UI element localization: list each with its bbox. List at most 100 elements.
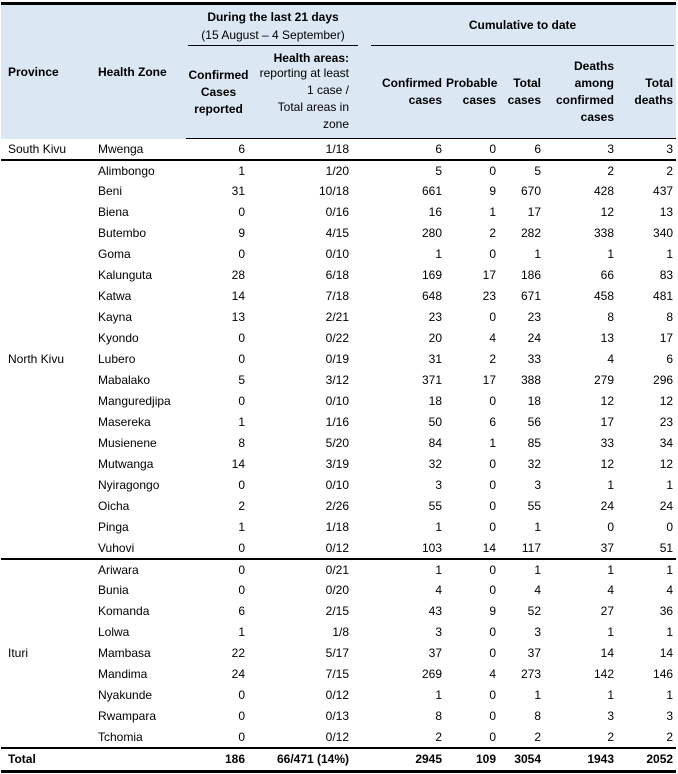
confirmed-reported-cell: 0 (186, 557, 251, 580)
confirmed-cases-cell: 648 (421, 289, 443, 303)
health-areas-cell: 1/18 (325, 141, 350, 156)
probable-cases-cell: 9 (489, 184, 497, 198)
confirmed-reported-cell: 0 (238, 394, 245, 408)
health-areas-cell: 1/20 (251, 158, 362, 181)
confirmed-reported-cell: 0 (238, 478, 245, 492)
table-row: Kayna 13 2/21 23 0 23 8 8 (1, 307, 676, 328)
confirmed-reported-cell: 0 (238, 540, 245, 555)
probable-cases-cell: 0 (489, 583, 497, 597)
total-deaths-cell: 437 (653, 184, 674, 198)
confirmed-reported-cell: 31 (231, 184, 245, 198)
probable-cases-cell: 17 (482, 373, 497, 387)
header-group-row: Province Health Zone During the last 21 … (1, 3, 677, 139)
total-deaths-cell: 8 (666, 310, 674, 324)
table-row: Rwampara 0 0/13 8 0 8 3 3 (1, 706, 676, 727)
health-areas-cell: 6/18 (325, 268, 350, 282)
confirmed-reported-cell: 14 (231, 289, 245, 303)
table-row: Mutwanga 14 3/19 32 0 32 12 12 (1, 454, 676, 475)
total-deaths-cell: 34 (659, 436, 674, 450)
total-confirmed-cell: 2945 (361, 746, 447, 772)
total-deaths-cell: 1 (618, 557, 677, 580)
confirmed-cases-cell: 23 (428, 310, 443, 324)
total-deaths-cell: 146 (653, 667, 674, 681)
health-areas-cell: 0/10 (325, 394, 350, 408)
deaths-confirmed-cell: 12 (600, 457, 615, 471)
confirmed-reported-cell: 1 (238, 520, 245, 534)
health-zone-cell: Manguredjipa (98, 394, 171, 408)
total-cases-cell: 4 (534, 583, 542, 597)
confirmed-reported-cell: 9 (238, 226, 245, 240)
confirmed-reported-cell: 8 (238, 436, 245, 450)
probable-cases-cell: 0 (489, 141, 497, 156)
health-zone-cell: Alimbongo (96, 158, 186, 181)
total-deaths-cell: 13 (659, 205, 674, 219)
table-row: Musienene 8 5/20 84 1 85 33 34 (1, 433, 676, 454)
probable-cases-cell: 1 (489, 436, 497, 450)
health-zone-cell: Biena (98, 205, 129, 219)
province-cell: South Kivu (8, 141, 67, 156)
confirmed-cases-cell: 84 (428, 436, 443, 450)
total-cases-cell: 23 (527, 310, 542, 324)
total-deaths-cell: 6 (666, 352, 674, 366)
table-row: Manguredjipa 0 0/10 18 0 18 12 12 (1, 391, 676, 412)
total-cases-cell: 56 (527, 415, 542, 429)
health-areas-cell: 2/15 (325, 604, 350, 618)
total-cases-cell: 3054 (500, 746, 546, 772)
confirmed-reported-cell: 28 (231, 268, 245, 282)
total-cases-cell: 670 (520, 184, 542, 198)
total-deaths-cell: 2 (618, 158, 677, 181)
group-header-cumulative: Cumulative to date (361, 3, 677, 46)
probable-cases-cell: 0 (489, 499, 497, 513)
total-cases-cell: 33 (527, 352, 542, 366)
confirmed-cases-cell: 269 (421, 667, 443, 681)
deaths-confirmed-cell: 37 (600, 540, 615, 555)
probable-cases-cell: 0 (489, 646, 497, 660)
deaths-confirmed-cell: 458 (593, 289, 615, 303)
total-cases-cell: 1 (500, 557, 546, 580)
health-zone-cell: Kayna (98, 310, 133, 324)
health-areas-cell: 0/10 (325, 247, 350, 261)
column-header-deaths-among-confirmed: Deaths among confirmed cases (545, 46, 619, 139)
confirmed-reported-cell: 2 (238, 499, 245, 513)
health-zone-cell: Mwenga (98, 141, 144, 156)
confirmed-cases-cell: 280 (421, 226, 443, 240)
total-cases-cell: 2 (534, 729, 542, 744)
confirmed-cases-cell: 169 (421, 268, 443, 282)
total-cases-cell: 1 (534, 247, 542, 261)
health-zone-cell: Ariwara (96, 557, 186, 580)
deaths-confirmed-cell: 1 (545, 557, 619, 580)
total-deaths-cell: 2052 (618, 746, 677, 772)
health-zone-cell: Masereka (98, 415, 151, 429)
table-row: Kalunguta 28 6/18 169 17 186 66 83 (1, 265, 676, 286)
health-zone-cell: Nyakunde (98, 688, 153, 702)
deaths-confirmed-cell: 1 (607, 478, 615, 492)
confirmed-cases-cell: 55 (428, 499, 443, 513)
confirmed-cases-cell: 1 (435, 247, 443, 261)
health-areas-cell: 0/21 (251, 557, 362, 580)
table-row: Katwa 14 7/18 648 23 671 458 481 (1, 286, 676, 307)
table-row: Mabalako 5 3/12 371 17 388 279 296 (1, 370, 676, 391)
health-areas-cell: 5/20 (325, 436, 350, 450)
table-row: South Kivu Mwenga 6 1/18 6 0 6 3 3 (1, 139, 676, 160)
confirmed-cases-cell: 5 (361, 158, 447, 181)
table-row: Oicha 2 2/26 55 0 55 24 24 (1, 496, 676, 517)
table-row: Goma 0 0/10 1 0 1 1 1 (1, 244, 676, 265)
total-deaths-cell: 4 (666, 583, 674, 597)
total-cases-cell: 8 (534, 709, 542, 723)
confirmed-reported-cell: 13 (231, 310, 245, 324)
deaths-confirmed-cell: 3 (607, 709, 615, 723)
health-zone-cell: Bunia (98, 583, 129, 597)
column-header-probable-cases: Probable cases (446, 46, 501, 139)
probable-cases-cell: 0 (489, 709, 497, 723)
health-areas-cell: 0/12 (325, 729, 350, 744)
confirmed-reported-cell: 0 (238, 729, 245, 744)
probable-cases-cell: 23 (482, 289, 497, 303)
health-zone-cell: Mambasa (98, 646, 151, 660)
confirmed-cases-cell: 18 (428, 394, 443, 408)
probable-cases-cell: 1 (489, 205, 497, 219)
health-areas-cell: 0/22 (325, 331, 350, 345)
table-row: Tchomia 0 0/12 2 0 2 2 2 (1, 727, 676, 748)
health-zone-cell: Komanda (98, 604, 150, 618)
total-deaths-confirmed-cell: 1943 (545, 746, 619, 772)
confirmed-reported-cell: 24 (231, 667, 245, 681)
